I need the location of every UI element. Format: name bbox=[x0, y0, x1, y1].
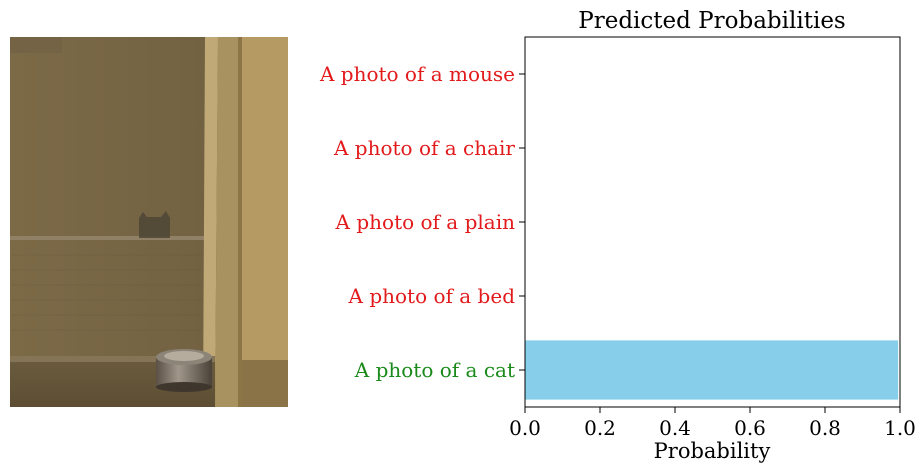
bar bbox=[525, 340, 899, 400]
category-label: A photo of a bed bbox=[348, 284, 516, 308]
category-labels: A photo of a mouse A photo of a chair A ph… bbox=[319, 62, 525, 382]
x-axis-ticks: 0.0 0.2 0.4 0.6 0.8 1.0 bbox=[509, 407, 916, 440]
cat-silhouette bbox=[139, 211, 170, 238]
x-tick-label: 1.0 bbox=[884, 416, 916, 440]
bowl bbox=[156, 349, 212, 392]
category-label: A photo of a mouse bbox=[319, 62, 515, 86]
category-label: A photo of a chair bbox=[333, 136, 515, 160]
x-tick-label: 0.2 bbox=[584, 416, 616, 440]
chart-title: Predicted Probabilities bbox=[578, 8, 846, 34]
photo-panel bbox=[10, 37, 288, 407]
x-tick-label: 0.4 bbox=[659, 416, 691, 440]
category-label: A photo of a plain bbox=[335, 210, 516, 234]
x-tick-label: 0.8 bbox=[809, 416, 841, 440]
bars bbox=[525, 340, 899, 400]
bar-chart: Predicted Probabilities A photo of a mou… bbox=[319, 8, 916, 463]
x-tick-label: 0.6 bbox=[734, 416, 766, 440]
x-axis-label: Probability bbox=[654, 439, 771, 463]
plot-frame bbox=[524, 36, 901, 408]
x-tick-label: 0.0 bbox=[509, 416, 541, 440]
category-label: A photo of a cat bbox=[354, 358, 515, 382]
